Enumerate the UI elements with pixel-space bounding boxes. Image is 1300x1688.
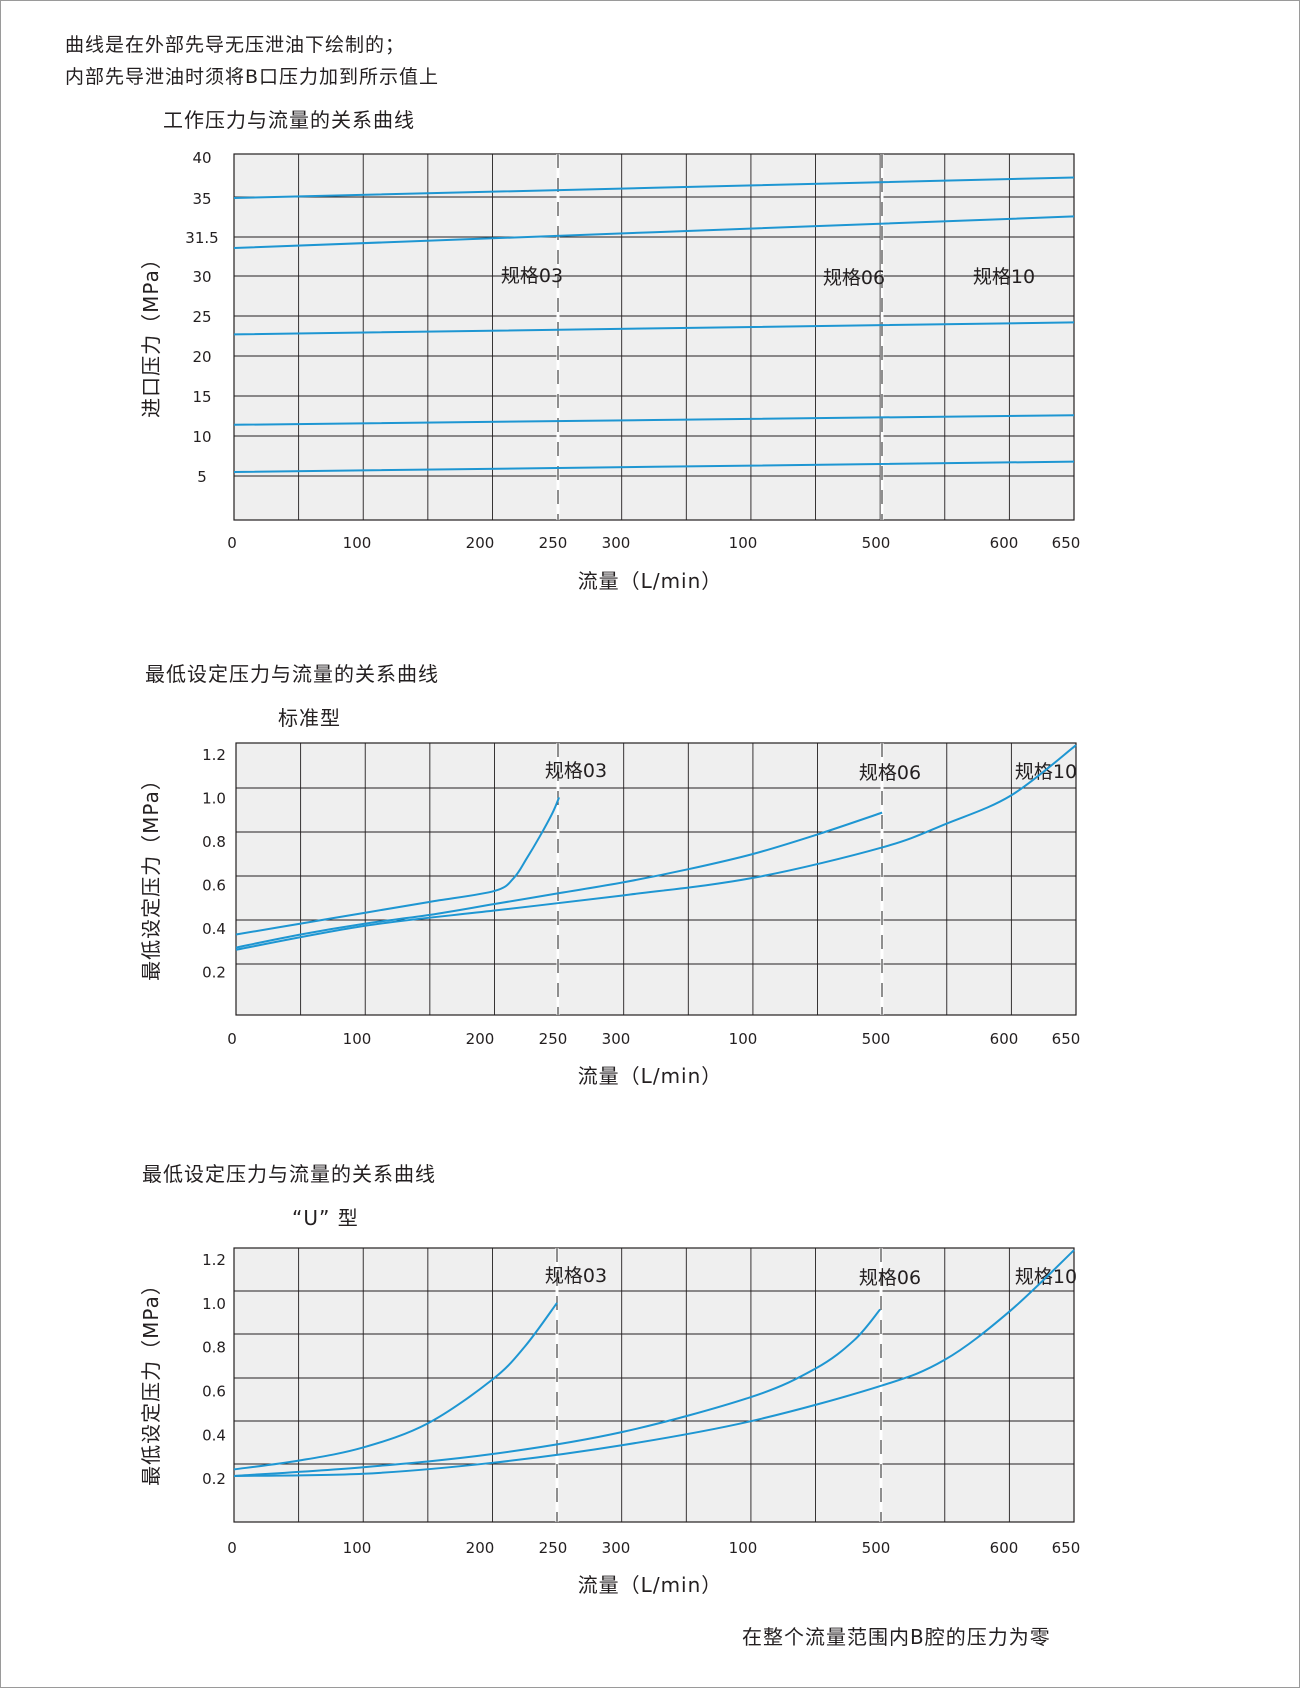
chart3-title: 最低设定压力与流量的关系曲线 bbox=[142, 1162, 436, 1186]
footer-note: 在整个流量范围内B腔的压力为零 bbox=[742, 1625, 1051, 1649]
series-curve bbox=[233, 460, 1075, 473]
x-tick-label: 300 bbox=[602, 1030, 631, 1048]
x-axis-label: 流量（L/min） bbox=[578, 569, 723, 593]
y-tick-label: 20 bbox=[192, 348, 211, 366]
x-axis-label: 流量（L/min） bbox=[578, 1573, 723, 1597]
x-tick-label: 250 bbox=[539, 1539, 568, 1557]
y-tick-label: 0.6 bbox=[202, 876, 226, 894]
x-tick-label: 600 bbox=[990, 1030, 1019, 1048]
x-tick-label: 0 bbox=[227, 534, 237, 552]
y-tick-label: 1.0 bbox=[202, 1295, 226, 1313]
x-tick-label: 100 bbox=[343, 1539, 372, 1557]
series-curve bbox=[235, 797, 560, 936]
x-tick-label: 0 bbox=[227, 1539, 237, 1557]
x-tick-label: 0 bbox=[227, 1030, 237, 1048]
x-tick-label: 500 bbox=[862, 1539, 891, 1557]
spec-label: 规格06 bbox=[823, 267, 885, 289]
chart-working-pressure: 40 35 31.5 30 25 20 15 10 5 0 100 200 250 300 100 500 60… bbox=[139, 149, 1081, 593]
note-line-1: 曲线是在外部先导无压泄油下绘制的； bbox=[65, 34, 406, 56]
spec-label: 规格10 bbox=[973, 266, 1035, 288]
plot-area bbox=[233, 153, 1075, 521]
chart1-title: 工作压力与流量的关系曲线 bbox=[163, 108, 415, 132]
x-tick-label: 600 bbox=[990, 1539, 1019, 1557]
chart-min-pressure-standard: 1.2 1.0 0.8 0.6 0.4 0.2 0 100 200 250 300 100 500 600… bbox=[139, 742, 1081, 1088]
y-tick-label: 0.2 bbox=[202, 963, 226, 981]
y-tick-label: 0.4 bbox=[202, 920, 226, 938]
x-tick-label: 650 bbox=[1052, 1539, 1081, 1557]
series-curve bbox=[233, 414, 1075, 426]
x-tick-label: 200 bbox=[466, 534, 495, 552]
x-tick-label: 650 bbox=[1052, 1030, 1081, 1048]
x-tick-label: 100 bbox=[729, 1030, 758, 1048]
x-tick-label: 500 bbox=[862, 1030, 891, 1048]
x-tick-label: 100 bbox=[729, 1539, 758, 1557]
series-curve bbox=[235, 811, 883, 949]
x-tick-label: 200 bbox=[466, 1030, 495, 1048]
y-tick-label: 15 bbox=[192, 388, 211, 406]
plot-area bbox=[235, 742, 1077, 1016]
series-curve bbox=[233, 215, 1075, 249]
y-tick-label: 1.2 bbox=[202, 1251, 226, 1269]
spec-label: 规格03 bbox=[545, 760, 607, 782]
x-tick-label: 100 bbox=[343, 534, 372, 552]
x-tick-label: 250 bbox=[539, 1030, 568, 1048]
chart2-subtitle: 标准型 bbox=[278, 706, 341, 730]
y-tick-label: 5 bbox=[197, 468, 207, 486]
series-curve bbox=[235, 744, 1077, 951]
series-curve bbox=[233, 321, 1075, 336]
note-line-2: 内部先导泄油时须将B口压力加到所示值上 bbox=[65, 66, 440, 88]
y-tick-label: 0.8 bbox=[202, 833, 226, 851]
chart-min-pressure-u-type: 1.2 1.0 0.8 0.6 0.4 0.2 0 100 200 250 300 100 500 600… bbox=[139, 1247, 1081, 1597]
y-tick-label: 0.8 bbox=[202, 1339, 226, 1357]
x-tick-label: 250 bbox=[539, 534, 568, 552]
y-tick-label: 35 bbox=[192, 190, 211, 208]
spec-label: 规格10 bbox=[1015, 761, 1077, 783]
y-tick-label: 30 bbox=[192, 268, 211, 286]
series-curve bbox=[233, 1249, 1075, 1477]
spec-label: 规格06 bbox=[859, 762, 921, 784]
x-tick-label: 200 bbox=[466, 1539, 495, 1557]
chart3-subtitle: “U” 型 bbox=[292, 1206, 359, 1230]
y-tick-label: 0.4 bbox=[202, 1426, 226, 1444]
y-tick-label: 0.2 bbox=[202, 1470, 226, 1488]
y-tick-label: 40 bbox=[192, 149, 211, 167]
spec-label: 规格06 bbox=[859, 1267, 921, 1289]
y-axis-label: 最低设定压力（MPa） bbox=[139, 769, 163, 981]
spec-label: 规格03 bbox=[501, 265, 563, 287]
y-axis-label: 进口压力（MPa） bbox=[139, 248, 163, 418]
y-tick-label: 1.2 bbox=[202, 746, 226, 764]
y-tick-label: 0.6 bbox=[202, 1382, 226, 1400]
series-curve bbox=[233, 176, 1075, 199]
x-tick-label: 100 bbox=[343, 1030, 372, 1048]
y-tick-label: 10 bbox=[192, 428, 211, 446]
x-tick-label: 100 bbox=[729, 534, 758, 552]
series-curve bbox=[233, 1302, 558, 1471]
y-axis-label: 最低设定压力（MPa） bbox=[139, 1274, 163, 1486]
x-tick-label: 650 bbox=[1052, 534, 1081, 552]
x-tick-label: 600 bbox=[990, 534, 1019, 552]
x-tick-label: 300 bbox=[602, 534, 631, 552]
y-tick-label: 1.0 bbox=[202, 789, 226, 807]
x-tick-label: 500 bbox=[862, 534, 891, 552]
y-tick-label: 25 bbox=[192, 308, 211, 326]
series-curve bbox=[233, 1308, 881, 1477]
x-tick-label: 300 bbox=[602, 1539, 631, 1557]
y-tick-label: 31.5 bbox=[185, 229, 218, 247]
x-axis-label: 流量（L/min） bbox=[578, 1064, 723, 1088]
plot-area bbox=[233, 1247, 1075, 1523]
chart2-title: 最低设定压力与流量的关系曲线 bbox=[145, 662, 439, 686]
spec-label: 规格03 bbox=[545, 1265, 607, 1287]
